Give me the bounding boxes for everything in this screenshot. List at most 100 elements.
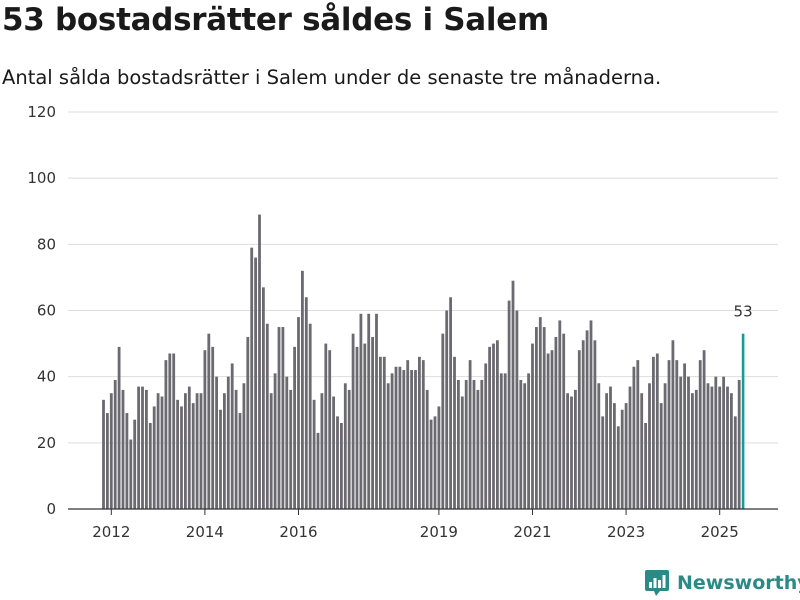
- bar: [683, 363, 686, 509]
- bar: [706, 383, 710, 509]
- x-tick-label: 2021: [513, 523, 551, 541]
- bar: [180, 406, 183, 509]
- y-tick-label: 40: [37, 368, 56, 386]
- bar: [737, 379, 741, 509]
- x-tick-label: 2023: [607, 523, 645, 541]
- bar: [445, 310, 449, 509]
- newsworthy-chart-icon: [645, 570, 669, 596]
- y-tick-label: 80: [37, 235, 56, 253]
- bar: [733, 416, 737, 509]
- bar: [414, 370, 417, 509]
- bar: [234, 389, 238, 509]
- bar: [191, 403, 195, 509]
- bar: [542, 327, 546, 509]
- bar: [172, 353, 176, 509]
- bar: [211, 346, 215, 509]
- bar: [492, 343, 495, 509]
- bar: [718, 386, 722, 509]
- newsworthy-logo[interactable]: Newsworthy: [644, 569, 800, 597]
- bar: [531, 343, 534, 509]
- bar: [106, 413, 109, 509]
- bar: [308, 323, 312, 509]
- bar: [730, 393, 733, 509]
- bar: [242, 383, 246, 509]
- bar: [379, 356, 382, 509]
- bar: [659, 403, 663, 509]
- bar: [137, 386, 140, 509]
- bar: [535, 327, 538, 509]
- bar: [558, 320, 562, 509]
- bar: [289, 389, 293, 509]
- bar: [515, 310, 519, 509]
- bar: [246, 336, 250, 509]
- bars: [102, 214, 745, 509]
- bar: [570, 396, 573, 509]
- bar: [176, 399, 179, 509]
- bar: [613, 403, 616, 509]
- bar: [519, 379, 523, 509]
- bar: [527, 373, 530, 509]
- bar: [620, 409, 624, 509]
- bar: [577, 350, 581, 509]
- bar: [265, 323, 269, 509]
- bar: [113, 379, 117, 509]
- bar: [702, 350, 706, 509]
- bar: [269, 393, 273, 509]
- bar: [616, 426, 620, 509]
- bar: [628, 386, 632, 509]
- bar: [523, 383, 527, 509]
- bar: [328, 350, 332, 509]
- x-tick-label: 2025: [701, 523, 739, 541]
- bar: [390, 373, 394, 509]
- bar: [148, 422, 152, 509]
- bar: [507, 300, 511, 509]
- bar: [316, 432, 320, 509]
- bar: [554, 336, 558, 509]
- annotations: 53: [734, 303, 753, 321]
- bar: [453, 356, 456, 509]
- bar: [562, 333, 566, 509]
- bar: [203, 350, 207, 509]
- bar: [125, 413, 129, 509]
- bar: [406, 360, 410, 509]
- bar: [726, 386, 729, 509]
- bar: [476, 389, 480, 509]
- bar: [722, 376, 725, 509]
- bar: [581, 340, 585, 509]
- bar: [382, 356, 386, 509]
- bar: [402, 370, 406, 509]
- bar: [223, 393, 226, 509]
- bar: [156, 393, 160, 509]
- bar: [187, 386, 191, 509]
- y-tick-label: 20: [37, 434, 56, 452]
- bar: [429, 419, 433, 509]
- bar: [226, 376, 230, 509]
- bar: [609, 386, 612, 509]
- bar: [437, 406, 441, 509]
- bar: [363, 343, 367, 509]
- bar: [152, 406, 156, 509]
- bar: [129, 439, 133, 509]
- bar: [464, 379, 468, 509]
- bar: [109, 393, 113, 509]
- bar: [133, 419, 137, 509]
- bar: [472, 379, 476, 509]
- bar: [238, 413, 242, 509]
- bar: [297, 317, 300, 509]
- bar: [597, 383, 601, 509]
- bar: [254, 257, 257, 509]
- y-tick-label: 120: [27, 103, 56, 121]
- chart-title: 53 bostadsrätter såldes i Salem: [2, 2, 549, 38]
- bar: [394, 366, 398, 509]
- bar: [421, 360, 425, 509]
- bar: [320, 393, 324, 509]
- bar: [347, 389, 351, 509]
- bar: [441, 333, 445, 509]
- bar: [293, 346, 296, 509]
- bar: [714, 376, 718, 509]
- bar: [636, 360, 640, 509]
- bar: [488, 346, 491, 509]
- bar: [117, 346, 121, 509]
- bar: [355, 346, 359, 509]
